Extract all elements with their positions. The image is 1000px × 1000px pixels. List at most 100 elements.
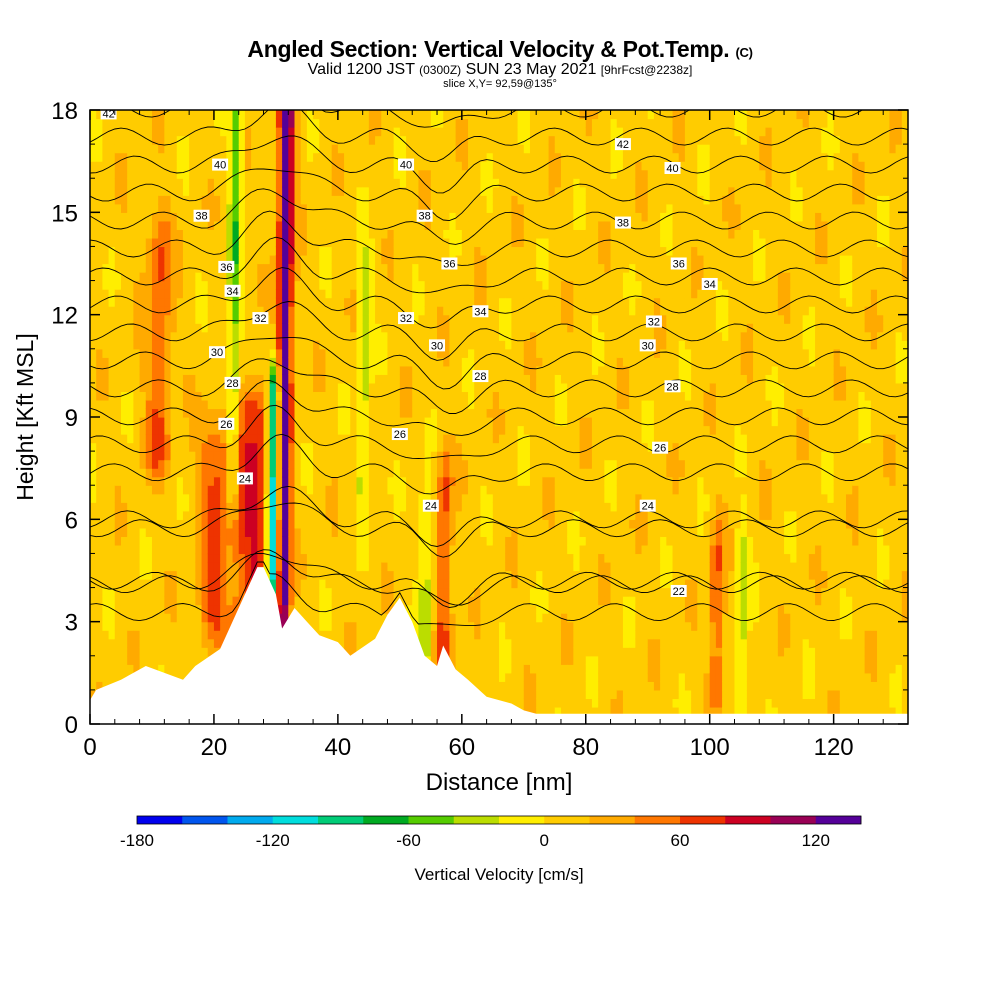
field-cell: [176, 340, 184, 350]
field-cell: [238, 212, 246, 222]
field-cell: [455, 280, 463, 290]
field-cell: [127, 246, 134, 256]
field-cell: [133, 408, 141, 418]
field-cell: [313, 527, 320, 537]
field-cell: [90, 621, 97, 631]
field-cell: [344, 237, 351, 248]
field-cell: [170, 544, 178, 555]
field-cell: [102, 570, 110, 580]
field-cell: [294, 604, 302, 614]
field-cell: [176, 468, 184, 478]
field-cell: [306, 220, 314, 230]
field-cell: [269, 417, 277, 427]
field-cell: [114, 451, 122, 461]
field-cell: [437, 561, 444, 572]
field-cell: [424, 451, 432, 461]
field-cell: [238, 570, 246, 580]
field-cell: [244, 561, 252, 572]
field-cell: [505, 476, 512, 486]
field-cell: [127, 655, 134, 665]
field-cell: [474, 144, 482, 154]
field-cell: [381, 417, 389, 427]
field-cell: [251, 485, 258, 495]
field-cell: [486, 144, 494, 154]
field-cell: [114, 579, 122, 589]
field-cell: [257, 459, 265, 469]
field-cell: [189, 314, 196, 324]
field-cell: [449, 391, 457, 401]
field-cell: [139, 263, 147, 273]
field-cell: [474, 152, 482, 162]
field-cell: [430, 118, 438, 128]
field-cell: [90, 664, 97, 674]
field-cell: [244, 553, 252, 563]
field-cell: [257, 144, 265, 154]
field-cell: [480, 442, 488, 452]
field-cell: [269, 348, 277, 358]
field-cell: [424, 203, 432, 213]
field-cell: [381, 229, 389, 239]
field-cell: [201, 485, 209, 495]
field-cell: [424, 647, 432, 657]
field-cell: [145, 408, 153, 418]
field-cell: [300, 493, 308, 503]
field-cell: [151, 144, 159, 154]
field-cell: [120, 331, 128, 341]
field-cell: [238, 417, 246, 427]
field-cell: [120, 425, 128, 435]
field-cell: [313, 127, 320, 137]
field-cell: [337, 587, 345, 597]
field-cell: [356, 246, 364, 256]
field-cell: [275, 237, 283, 248]
field-cell: [108, 254, 116, 265]
field-cell: [486, 579, 494, 589]
field-cell: [207, 374, 215, 384]
field-cell: [220, 127, 227, 137]
field-cell: [350, 314, 358, 324]
field-cell: [424, 357, 432, 367]
field-cell: [238, 451, 246, 461]
field-cell: [108, 442, 116, 452]
field-cell: [251, 408, 258, 418]
field-cell: [176, 655, 184, 665]
field-cell: [251, 229, 258, 239]
field-cell: [263, 451, 271, 461]
field-cell: [176, 425, 184, 435]
field-cell: [102, 459, 110, 469]
field-cell: [461, 135, 469, 145]
field-cell: [294, 220, 302, 230]
field-cell: [288, 459, 296, 469]
field-cell: [362, 485, 370, 495]
field-cell: [412, 272, 420, 282]
field-cell: [368, 493, 376, 503]
field-cell: [213, 613, 221, 623]
field-cell: [226, 110, 234, 120]
field-cell: [449, 110, 457, 120]
field-cell: [393, 553, 401, 563]
field-cell: [120, 365, 128, 375]
field-cell: [108, 672, 116, 682]
field-cell: [176, 664, 184, 674]
field-cell: [499, 280, 506, 290]
field-cell: [455, 237, 463, 248]
field-cell: [424, 604, 432, 614]
field-cell: [244, 229, 252, 239]
field-cell: [319, 365, 327, 375]
field-cell: [232, 348, 240, 358]
field-cell: [430, 348, 438, 358]
field-cell: [238, 519, 246, 529]
field-cell: [139, 340, 147, 350]
field-cell: [517, 638, 525, 648]
field-cell: [319, 297, 327, 307]
field-cell: [344, 289, 351, 299]
field-cell: [517, 689, 525, 700]
field-cell: [505, 365, 512, 375]
field-cell: [158, 118, 165, 128]
field-cell: [480, 237, 488, 248]
field-cell: [151, 596, 159, 606]
field-cell: [96, 655, 103, 665]
field-cell: [96, 374, 103, 384]
field-cell: [251, 331, 258, 341]
field-cell: [511, 425, 519, 435]
field-cell: [108, 263, 116, 273]
